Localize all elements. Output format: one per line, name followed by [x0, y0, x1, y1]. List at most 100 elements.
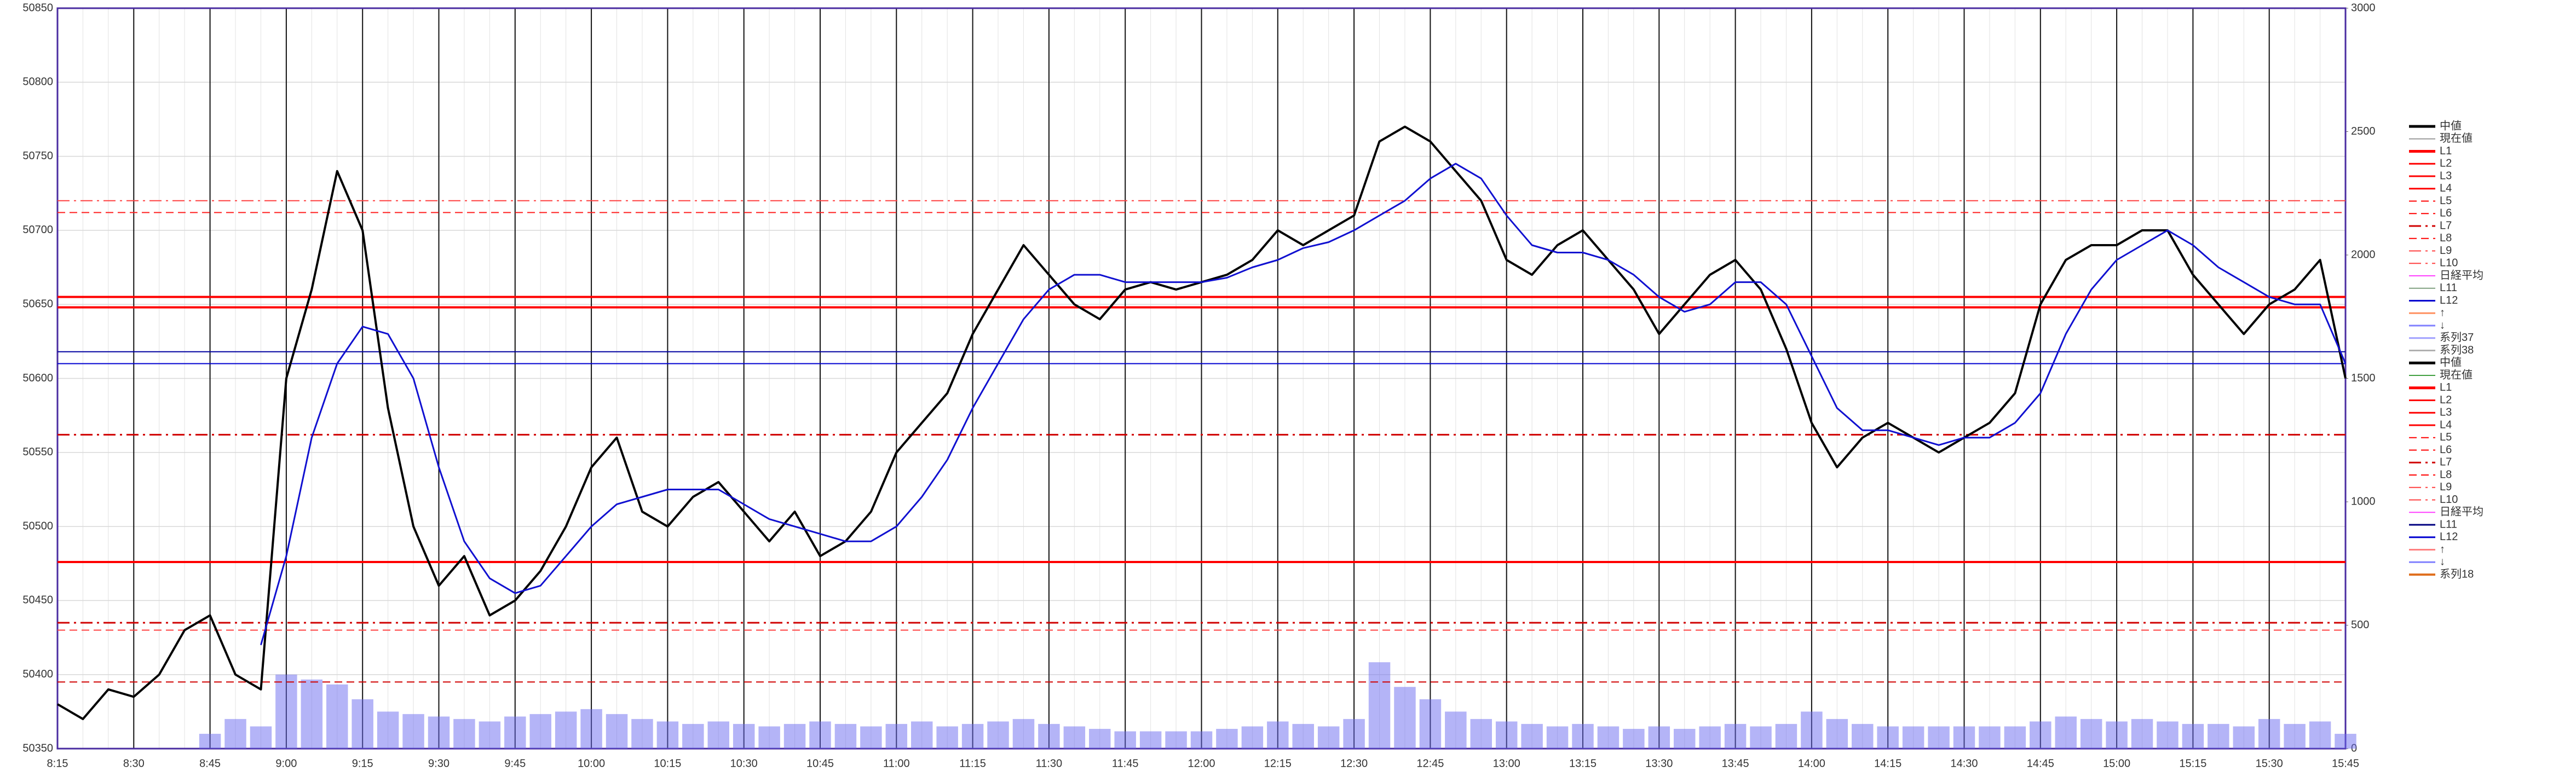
volume-bar [656, 721, 679, 749]
y-tick-label: 50750 [22, 150, 53, 162]
legend-label: L1 [2440, 381, 2452, 393]
volume-bar [580, 709, 602, 749]
volume-bar [936, 726, 958, 749]
x-tick-label: 11:00 [883, 757, 910, 769]
x-tick-label: 13:45 [1722, 757, 1749, 769]
volume-bar [2106, 721, 2128, 749]
volume-bar [1699, 726, 1721, 749]
legend-label: 日経平均 [2440, 506, 2483, 518]
volume-bar [2182, 723, 2204, 749]
volume-bar [1343, 719, 1365, 749]
volume-bar [1572, 723, 1594, 749]
x-tick-label: 12:45 [1416, 757, 1444, 769]
x-tick-label: 8:30 [123, 757, 145, 769]
legend-label: L11 [2440, 282, 2457, 294]
x-tick-label: 12:00 [1188, 757, 1215, 769]
y-tick-label: 50700 [22, 224, 53, 236]
volume-bar [606, 714, 628, 749]
legend-label: 系列18 [2440, 567, 2474, 580]
legend-label: ↓ [2440, 319, 2445, 331]
volume-bar [555, 711, 577, 749]
volume-bar [1826, 719, 1848, 749]
volume-bar [1317, 726, 1340, 749]
volume-bar [2309, 721, 2331, 749]
y-tick-label: 50500 [22, 520, 53, 532]
legend-label: L5 [2440, 431, 2452, 443]
x-tick-label: 15:00 [2103, 757, 2130, 769]
volume-bar [1953, 726, 1975, 749]
x-tick-label: 10:30 [730, 757, 758, 769]
volume-bar [758, 726, 780, 749]
x-tick-label: 9:45 [504, 757, 526, 769]
x-tick-label: 9:15 [352, 757, 373, 769]
volume-bar [885, 723, 908, 749]
volume-bar [1063, 726, 1086, 749]
volume-bar [961, 723, 984, 749]
legend-label: 中値 [2440, 356, 2462, 369]
volume-bar [428, 716, 450, 749]
volume-bar [987, 721, 1009, 749]
legend-label: L5 [2440, 195, 2452, 207]
x-tick-label: 13:15 [1569, 757, 1597, 769]
volume-bar [250, 726, 272, 749]
volume-bar [1190, 731, 1213, 749]
volume-bar [2080, 719, 2102, 749]
volume-bar [2157, 721, 2179, 749]
legend-label: 日経平均 [2440, 269, 2483, 281]
legend-label: L7 [2440, 456, 2452, 468]
y2-tick-label: 1500 [2351, 372, 2376, 384]
x-tick-label: 12:15 [1264, 757, 1292, 769]
x-tick-label: 10:15 [654, 757, 681, 769]
y-tick-label: 50850 [22, 2, 53, 14]
x-tick-label: 14:15 [1874, 757, 1901, 769]
legend-label: 中値 [2440, 119, 2462, 132]
y-tick-label: 50450 [22, 594, 53, 606]
x-tick-label: 14:45 [2027, 757, 2054, 769]
legend-label: L7 [2440, 219, 2452, 231]
volume-bar [1648, 726, 1670, 749]
y2-tick-label: 500 [2351, 619, 2369, 631]
volume-bar [224, 719, 246, 749]
x-tick-label: 15:15 [2179, 757, 2206, 769]
volume-bar [1902, 726, 1924, 749]
legend-label: L8 [2440, 232, 2452, 244]
volume-bar [2055, 716, 2077, 749]
y2-tick-label: 1000 [2351, 495, 2376, 507]
volume-bar [2131, 719, 2153, 749]
volume-bar [1165, 731, 1187, 749]
volume-bar [1750, 726, 1772, 749]
volume-bar [1521, 723, 1543, 749]
volume-bar [351, 699, 373, 749]
x-tick-label: 8:45 [199, 757, 221, 769]
legend-label: 現在値 [2440, 368, 2473, 381]
volume-bar [2258, 719, 2280, 749]
legend-label: L10 [2440, 257, 2458, 269]
y2-tick-label: 3000 [2351, 2, 2376, 14]
legend-label: L4 [2440, 182, 2452, 194]
volume-bar [326, 684, 348, 749]
x-tick-label: 11:30 [1036, 757, 1063, 769]
volume-bar [453, 719, 475, 749]
volume-bar [1114, 731, 1136, 749]
volume-bar [2335, 733, 2356, 749]
volume-bar [1038, 723, 1060, 749]
legend-label: L3 [2440, 407, 2452, 419]
volume-bar [1012, 719, 1035, 749]
volume-bar [529, 714, 551, 749]
legend-label: ↑ [2440, 307, 2445, 319]
y2-tick-label: 2000 [2351, 248, 2376, 260]
legend-label: L12 [2440, 294, 2458, 306]
legend-label: L10 [2440, 494, 2458, 506]
y-tick-label: 50400 [22, 668, 53, 680]
legend-label: L8 [2440, 468, 2452, 480]
volume-bar [1673, 728, 1696, 749]
y-tick-label: 50600 [22, 372, 53, 384]
volume-bar [504, 716, 526, 749]
volume-bar [631, 719, 653, 749]
volume-bar [2004, 726, 2026, 749]
legend-label: 現在値 [2440, 132, 2473, 144]
x-tick-label: 14:30 [1950, 757, 1978, 769]
legend-label: L9 [2440, 481, 2452, 493]
volume-bar [1368, 662, 1391, 749]
volume-bar [910, 721, 933, 749]
